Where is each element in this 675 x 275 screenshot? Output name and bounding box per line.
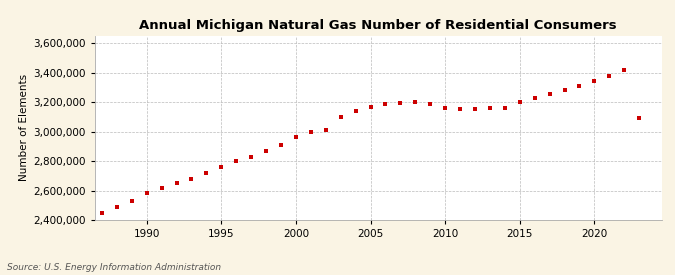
Y-axis label: Number of Elements: Number of Elements: [19, 74, 29, 182]
Title: Annual Michigan Natural Gas Number of Residential Consumers: Annual Michigan Natural Gas Number of Re…: [139, 19, 617, 32]
Text: Source: U.S. Energy Information Administration: Source: U.S. Energy Information Administ…: [7, 263, 221, 272]
